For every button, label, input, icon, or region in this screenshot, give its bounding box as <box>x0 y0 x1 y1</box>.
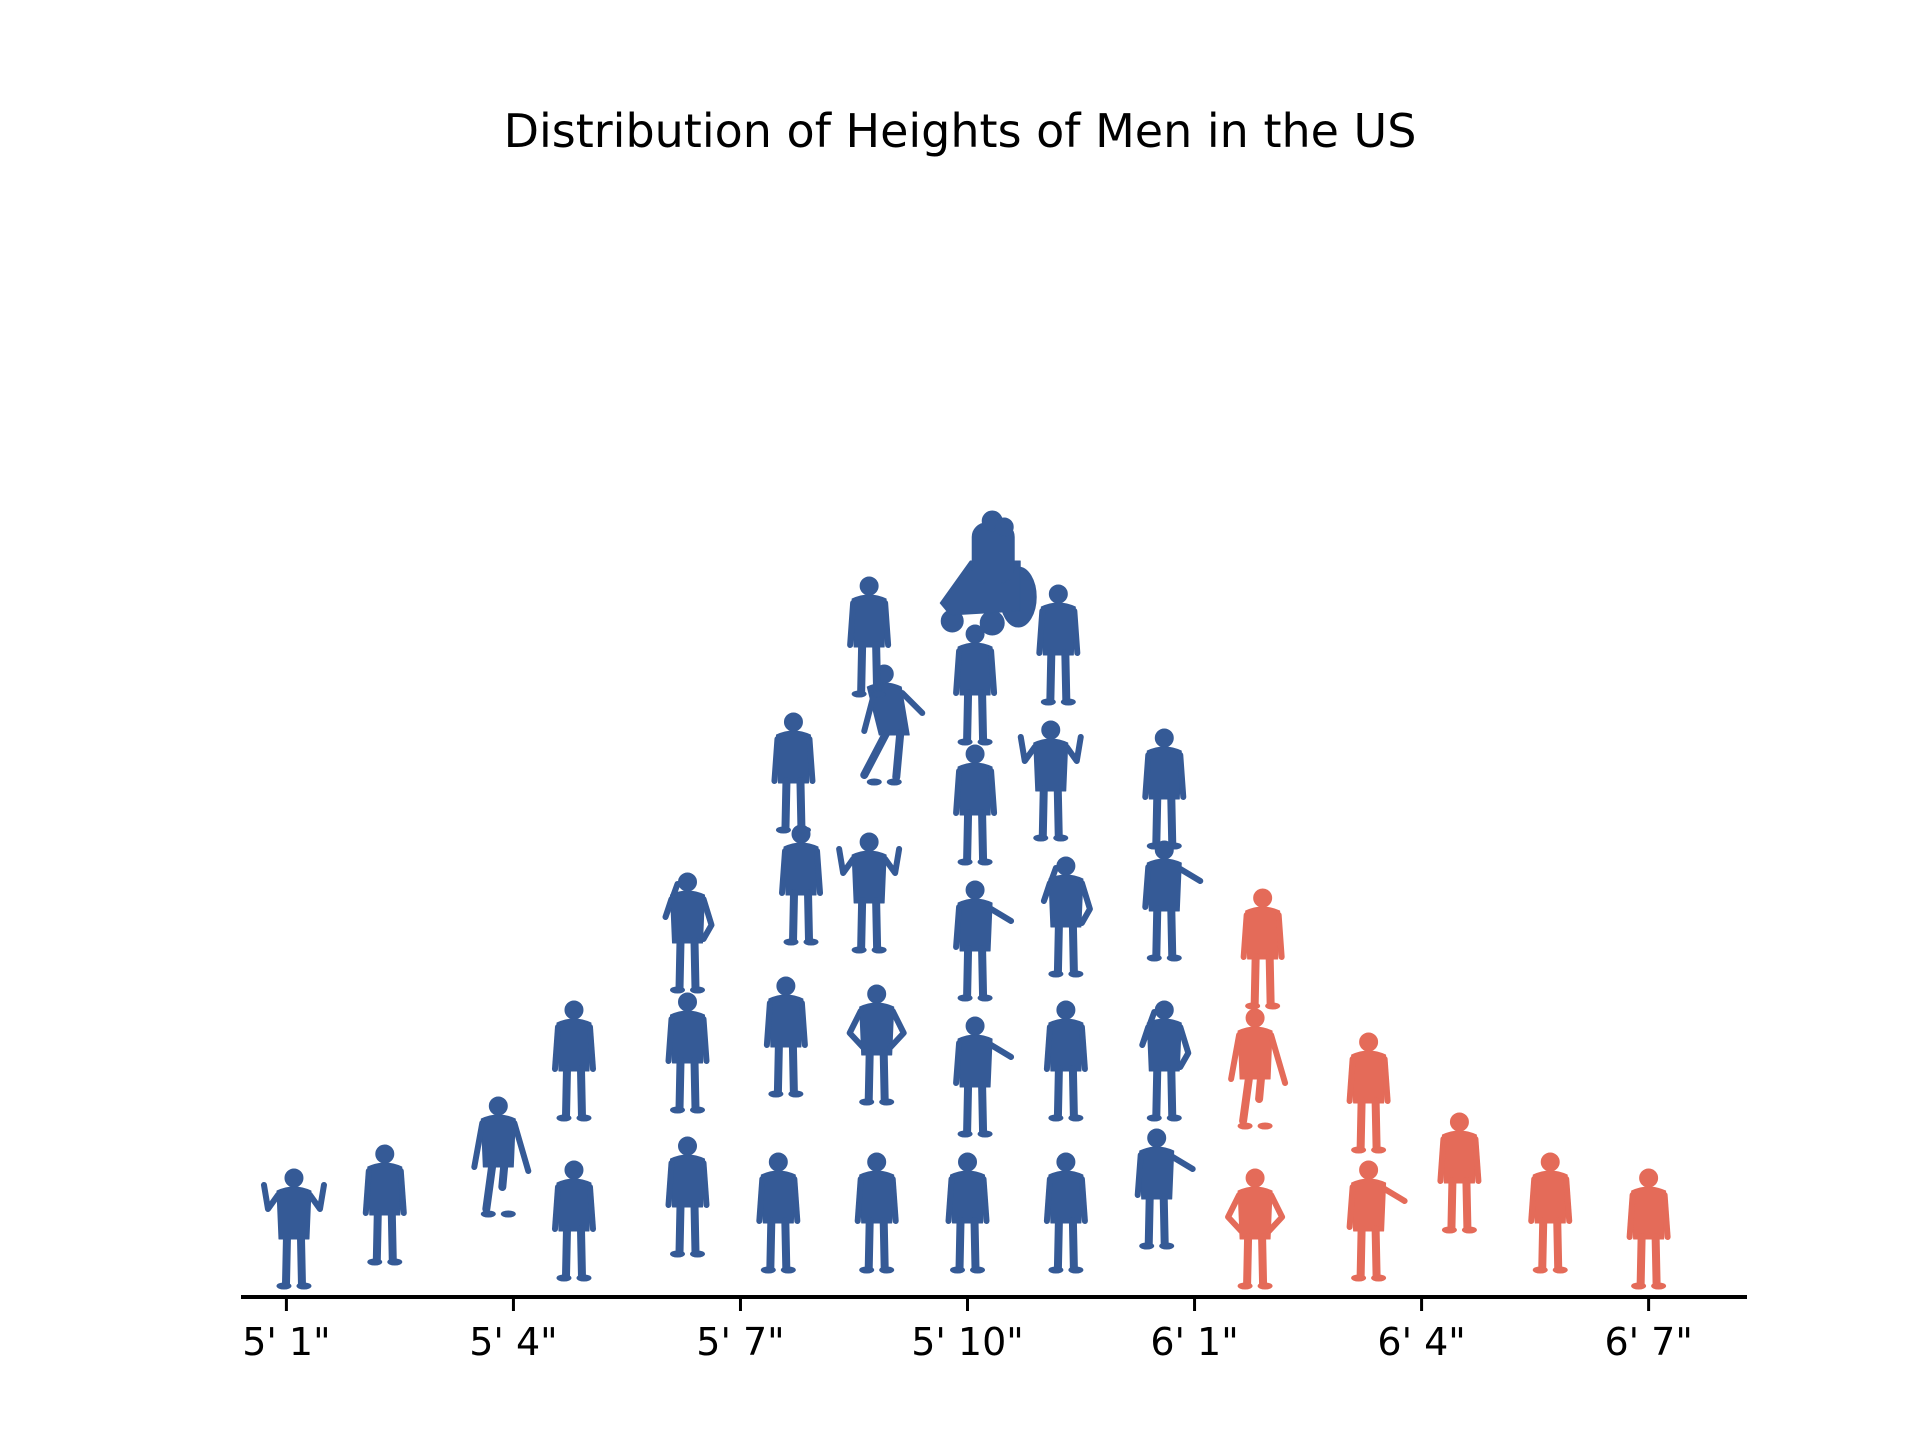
person-icon <box>1437 1112 1482 1234</box>
x-tick-label: 5' 4" <box>469 1320 557 1364</box>
x-tick-label: 6' 1" <box>1150 1320 1238 1364</box>
person-icon <box>1142 840 1204 962</box>
person-icon <box>953 1016 1015 1138</box>
person-icon <box>1346 1032 1391 1154</box>
person-icon <box>665 1136 710 1258</box>
x-tick-label: 6' 7" <box>1604 1320 1692 1364</box>
person-icon <box>763 976 808 1098</box>
x-tick-label: 5' 7" <box>696 1320 784 1364</box>
person-icon <box>945 1152 990 1274</box>
person-icon <box>836 832 903 954</box>
person-icon <box>1036 584 1081 706</box>
person-icon <box>1626 1168 1671 1290</box>
chart-title: Distribution of Heights of Men in the US <box>503 104 1417 158</box>
person-icon <box>756 1152 801 1274</box>
person-icon <box>260 1168 327 1290</box>
x-tick-label: 5' 10" <box>911 1320 1024 1364</box>
person-icon <box>1240 888 1285 1010</box>
person-icon <box>771 712 816 834</box>
person-icon <box>471 1096 532 1218</box>
person-icon <box>1142 728 1187 850</box>
person-icon <box>939 510 1037 636</box>
person-icon <box>779 824 824 946</box>
person-icon <box>1134 1128 1196 1250</box>
person-icon <box>953 624 998 746</box>
person-icon <box>1225 1168 1286 1290</box>
person-icon <box>847 576 892 698</box>
x-tick-label: 5' 1" <box>242 1320 330 1364</box>
person-icon <box>362 1144 407 1266</box>
person-icon <box>860 664 926 786</box>
person-icon <box>551 1000 596 1122</box>
person-icon <box>662 872 715 994</box>
person-icon <box>953 880 1015 1002</box>
person-icon <box>1528 1152 1573 1274</box>
person-icon <box>551 1160 596 1282</box>
person-icon <box>1228 1008 1289 1130</box>
person-icon <box>1043 1152 1088 1274</box>
person-icon <box>1346 1160 1408 1282</box>
person-icon <box>846 984 907 1106</box>
person-icon <box>854 1152 899 1274</box>
people-layer <box>260 510 1671 1290</box>
x-axis: 5' 1" 5' 4" 5' 7" 5' 10" 6' 1" 6' 4" 6' 7" <box>241 1295 1747 1364</box>
person-icon <box>1139 1000 1192 1122</box>
person-icon <box>665 992 710 1114</box>
person-icon <box>1040 856 1093 978</box>
x-tick-label: 6' 4" <box>1377 1320 1465 1364</box>
person-icon <box>953 744 998 866</box>
person-icon <box>1017 720 1084 842</box>
person-icon <box>1043 1000 1088 1122</box>
